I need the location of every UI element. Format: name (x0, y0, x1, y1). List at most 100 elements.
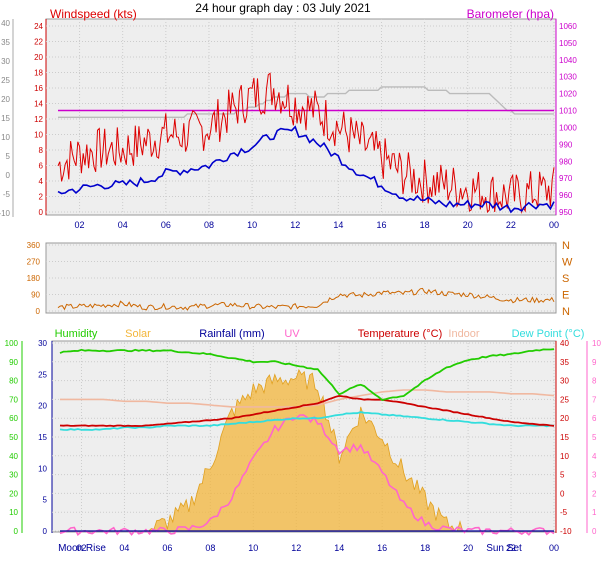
temp-panel: Humidity Solar Rainfall (mm) UV Temperature … (5, 328, 602, 554)
average-wind-line (57, 125, 555, 214)
baro-tick-label: 980 (559, 157, 573, 166)
temp-tick-label: 30 (560, 377, 569, 386)
humidity-tick-label: 90 (9, 358, 18, 367)
x-tick-label: 20 (463, 543, 473, 553)
outer-tick-label: 15 (1, 114, 10, 123)
temperature-line (59, 394, 555, 428)
x-tick-label: 08 (204, 220, 214, 230)
barometer-label: Barometer (hpa) (467, 7, 554, 21)
rain-tick-label: 15 (38, 433, 47, 442)
x-tick-label: 14 (334, 543, 344, 553)
x-tick-label: 00 (549, 220, 559, 230)
humidity-tick-label: 30 (9, 471, 18, 480)
uv-tick-label: 6 (592, 414, 597, 423)
rain-tick-label: 10 (38, 464, 47, 473)
legend-item: UV (284, 328, 300, 340)
x-tick-label: 02 (76, 543, 86, 553)
x-tick-label: 00 (549, 543, 559, 553)
baro-tick-label: 1000 (559, 123, 577, 132)
outer-tick-label: -10 (0, 209, 11, 218)
x-tick-label: 22 (506, 220, 516, 230)
x-tick-label: 10 (247, 220, 257, 230)
x-tick-label: 02 (75, 220, 85, 230)
x-tick-label: 16 (377, 543, 387, 553)
wind-tick-label: 20 (34, 53, 43, 62)
outer-tick-label: 20 (1, 95, 10, 104)
indoor-line (60, 389, 555, 408)
wind-tick-label: 22 (34, 38, 43, 47)
legend-item: Indoor (448, 328, 480, 340)
x-tick-label: 20 (463, 220, 473, 230)
direction-tick-label: 0 (36, 307, 41, 316)
outer-tick-label: 5 (6, 152, 11, 161)
x-tick-label: 18 (420, 543, 430, 553)
uv-tick-label: 2 (592, 489, 597, 498)
uv-line (59, 414, 555, 536)
temp-tick-label: 40 (560, 339, 569, 348)
x-tick-label: 14 (333, 220, 343, 230)
temp-tick-label: 0 (560, 489, 565, 498)
x-tick-label: 08 (205, 543, 215, 553)
direction-tick-label: 270 (27, 258, 41, 267)
uv-tick-label: 1 (592, 508, 597, 517)
barometer-trace-line (58, 86, 554, 119)
baro-tick-label: 990 (559, 140, 573, 149)
compass-label: N (562, 240, 570, 252)
x-tick-label: 18 (420, 220, 430, 230)
wind-tick-label: 10 (34, 131, 43, 140)
compass-label: E (562, 290, 569, 302)
rain-tick-label: 5 (43, 496, 48, 505)
temp-tick-label: -5 (560, 508, 568, 517)
x-tick-label: 16 (376, 220, 386, 230)
temp-tick-label: -10 (560, 527, 572, 536)
compass-label: S (562, 273, 569, 285)
x-tick-label: 22 (506, 543, 516, 553)
outer-tick-label: 25 (1, 76, 10, 85)
temp-tick-label: 10 (560, 452, 569, 461)
outer-tick-label: 40 (1, 19, 10, 28)
uv-tick-label: 9 (592, 358, 597, 367)
wind-tick-label: 12 (34, 115, 43, 124)
x-tick-label: 04 (119, 543, 129, 553)
outer-tick-label: -5 (3, 190, 11, 199)
gust-line (57, 72, 555, 214)
rain-tick-label: 25 (38, 370, 47, 379)
wind-panel: Windspeed (kts) Barometer (hpa) 40353025… (0, 7, 577, 230)
x-tick-label: 04 (118, 220, 128, 230)
rain-tick-label: 30 (38, 339, 47, 348)
uv-tick-label: 5 (592, 433, 597, 442)
x-tick-label: 12 (291, 543, 301, 553)
outer-tick-label: 10 (1, 133, 10, 142)
humidity-tick-label: 70 (9, 395, 18, 404)
outer-tick-label: 35 (1, 38, 10, 47)
wind-tick-label: 2 (39, 193, 44, 202)
rain-tick-label: 20 (38, 402, 47, 411)
legend-item: Rainfall (mm) (199, 328, 264, 340)
baro-tick-label: 950 (559, 208, 573, 217)
humidity-tick-label: 100 (5, 339, 19, 348)
humidity-tick-label: 10 (9, 508, 18, 517)
uv-tick-label: 3 (592, 471, 597, 480)
x-tick-label: 12 (290, 220, 300, 230)
direction-line (57, 287, 555, 311)
baro-tick-label: 1040 (559, 56, 577, 65)
uv-tick-label: 8 (592, 377, 597, 386)
outer-tick-label: 0 (6, 171, 11, 180)
baro-tick-label: 1060 (559, 22, 577, 31)
baro-tick-label: 1030 (559, 73, 577, 82)
uv-tick-label: 4 (592, 452, 597, 461)
uv-tick-label: 7 (592, 395, 597, 404)
baro-tick-label: 1020 (559, 90, 577, 99)
windspeed-label: Windspeed (kts) (50, 7, 137, 21)
wind-tick-label: 14 (34, 100, 43, 109)
wind-tick-label: 6 (39, 162, 44, 171)
outer-tick-label: 30 (1, 57, 10, 66)
x-tick-label: 10 (248, 543, 258, 553)
wind-tick-label: 8 (39, 146, 44, 155)
humidity-tick-label: 60 (9, 414, 18, 423)
humidity-tick-label: 0 (14, 527, 19, 536)
wind-tick-label: 16 (34, 84, 43, 93)
legend-item: Humidity (55, 328, 98, 340)
